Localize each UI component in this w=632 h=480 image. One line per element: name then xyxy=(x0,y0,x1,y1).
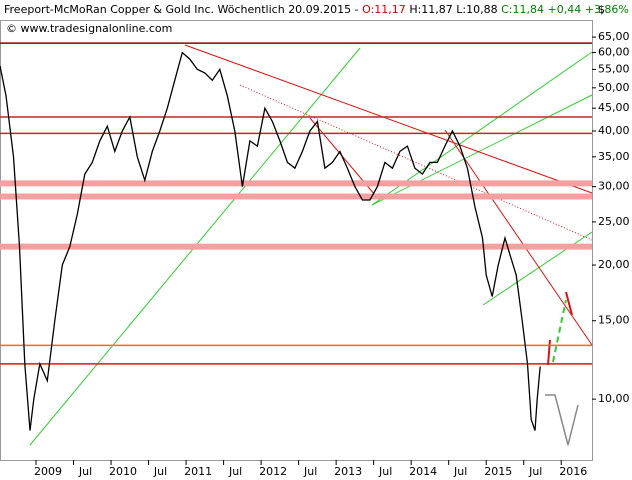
x-tick-label: 2010 xyxy=(109,465,137,478)
y-tick-label: 25,00 xyxy=(598,215,630,228)
x-tick-label: Jul xyxy=(153,465,167,478)
y-tick-label: 10,00 xyxy=(598,392,630,405)
projection xyxy=(552,299,567,363)
currency: $ xyxy=(598,3,605,16)
close: C:11,84 +0,44 +3,86% xyxy=(501,3,629,16)
copyright: © www.tradesignalonline.com xyxy=(6,22,172,35)
x-tick-label: 2011 xyxy=(184,465,212,478)
projection xyxy=(547,339,551,366)
chart-header: Freeport-McMoRan Copper & Gold Inc. Wöch… xyxy=(4,3,629,16)
projection xyxy=(565,291,573,316)
x-tick-label: Jul xyxy=(528,465,542,478)
x-tick-label: 2016 xyxy=(559,465,587,478)
trendline xyxy=(444,129,593,346)
trendline xyxy=(184,44,593,194)
x-tick-label: Jul xyxy=(78,465,92,478)
projection xyxy=(545,394,579,446)
y-tick-label: 50,00 xyxy=(598,81,630,94)
y-tick-label: 65,00 xyxy=(598,30,630,43)
y-tick-label: 20,00 xyxy=(598,258,630,271)
y-tick-label: 60,00 xyxy=(598,46,630,59)
trendline xyxy=(371,94,593,206)
x-tick-label: 2012 xyxy=(259,465,287,478)
y-tick-label: 55,00 xyxy=(598,62,630,75)
x-tick-label: 2014 xyxy=(409,465,437,478)
plot-frame xyxy=(0,20,593,461)
trendline xyxy=(239,84,593,241)
x-tick-label: 2015 xyxy=(484,465,512,478)
x-tick-label: Jul xyxy=(303,465,317,478)
x-tick-label: Jul xyxy=(228,465,242,478)
y-tick-label: 35,00 xyxy=(598,150,630,163)
trendline xyxy=(371,51,593,206)
interval: Wöchentlich xyxy=(218,3,285,16)
y-tick-label: 30,00 xyxy=(598,180,630,193)
y-tick-label: 15,00 xyxy=(598,314,630,327)
x-tick-label: 2013 xyxy=(334,465,362,478)
date: 20.09.2015 xyxy=(288,3,351,16)
high: H:11,87 xyxy=(409,3,452,16)
low: L:10,88 xyxy=(456,3,497,16)
y-tick-label: 45,00 xyxy=(598,101,630,114)
x-tick-label: Jul xyxy=(378,465,392,478)
open: O:11,17 xyxy=(362,3,406,16)
title: Freeport-McMoRan Copper & Gold Inc. xyxy=(4,3,214,16)
price-line xyxy=(0,51,541,431)
x-tick-label: 2009 xyxy=(34,465,62,478)
x-tick-label: Jul xyxy=(453,465,467,478)
y-tick-label: 40,00 xyxy=(598,124,630,137)
